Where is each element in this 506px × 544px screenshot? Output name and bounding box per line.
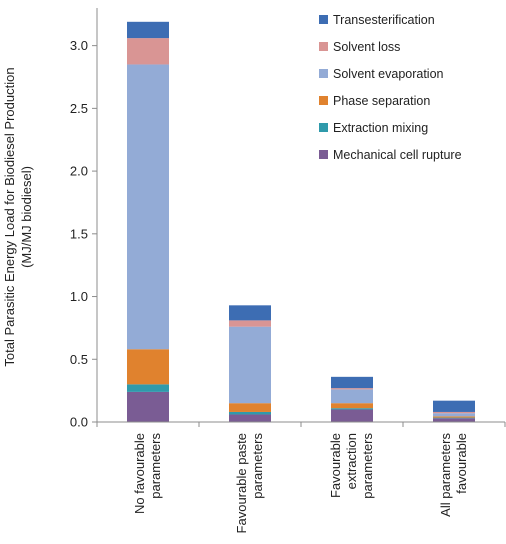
legend-swatch [319,15,328,24]
legend: Transesterification Solvent loss Solvent e… [319,13,462,162]
bar-segment [331,389,373,404]
x-category-label: No favourable [132,433,147,514]
bar-segment [433,413,475,417]
x-axis [96,421,506,427]
legend-swatch [319,150,328,159]
bar-segment [229,320,271,327]
legend-swatch [319,69,328,78]
bar-segment [127,391,169,422]
y-tick-label: 1.0 [70,289,88,304]
y-tick-label: 1.5 [70,226,88,241]
bar-segment [331,408,373,410]
bar-segment [331,409,373,422]
bar-segment [331,403,373,409]
bar-segment [229,326,271,404]
bar-segment [331,376,373,389]
legend-label: Solvent evaporation [333,67,444,81]
y-axis-title-line: (MJ/MJ biodiesel) [19,166,34,268]
bar-segment [433,418,475,422]
y-axis: 0.0 0.5 1.0 1.5 2.0 2.5 3.0 [70,8,98,430]
bar-segment [229,411,271,415]
x-category-label: All parameters [438,433,453,517]
bar-segment [229,403,271,412]
x-category-label: parameters [250,433,265,499]
x-category-label: parameters [148,433,163,499]
legend-swatch [319,123,328,132]
y-tick-label: 0.0 [70,415,88,430]
category-labels: No favourable parameters Favourable paste p… [132,433,469,534]
bar-segment [433,417,475,419]
y-tick-label: 0.5 [70,352,88,367]
y-tick-label: 2.0 [70,164,88,179]
legend-label: Solvent loss [333,40,400,54]
bar-segment [331,388,373,390]
bar-segment [127,21,169,39]
legend-swatch [319,96,328,105]
bar-segment [127,38,169,65]
y-axis-title: Total Parasitic Energy Load for Biodiese… [2,67,34,366]
legend-label: Transesterification [333,13,435,27]
x-category-label: parameters [360,433,375,499]
bars [127,21,475,422]
bar-segment [127,384,169,392]
bar-segment [127,64,169,350]
bar-segment [229,414,271,422]
y-axis-title-line: Total Parasitic Energy Load for Biodiese… [2,67,17,366]
bar-segment [433,411,475,414]
legend-label: Extraction mixing [333,121,428,135]
bar-segment [433,416,475,418]
x-category-label: extraction [344,433,359,489]
y-tick-label: 3.0 [70,38,88,53]
bar-segment [433,400,475,412]
y-tick-label: 2.5 [70,101,88,116]
bar-segment [229,305,271,321]
legend-label: Phase separation [333,94,430,108]
x-category-label: Favourable [328,433,343,498]
legend-swatch [319,42,328,51]
bar-segment [127,349,169,385]
legend-label: Mechanical cell rupture [333,148,462,162]
x-category-label: favourable [454,433,469,494]
x-category-label: Favourable paste [234,433,249,533]
